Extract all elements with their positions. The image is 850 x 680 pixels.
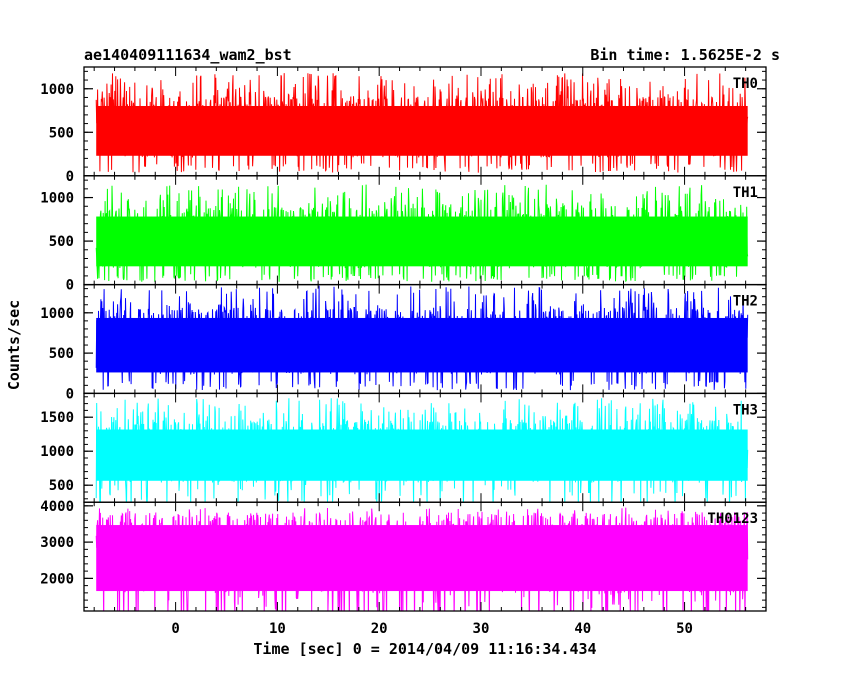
x-axis: 0 10 20 30 40 50 [171, 621, 693, 637]
series-core-th2 [96, 317, 748, 373]
x-tick-label: 30 [473, 621, 490, 637]
y-tick-label: 500 [49, 234, 74, 250]
x-tick-label: 40 [574, 621, 591, 637]
panel-label-th0123: TH0123 [707, 511, 758, 527]
panel-th0123: 2000 3000 4000 TH0123 [40, 499, 767, 612]
y-tick-label: 0 [66, 278, 74, 294]
series-core-th1 [96, 216, 748, 267]
y-tick-label: 500 [49, 346, 74, 362]
panel-th2: 0 500 1000 TH2 [40, 283, 767, 402]
y-tick-label: 3000 [40, 535, 74, 551]
y-tick-label: 0 [66, 386, 74, 402]
x-tick-label: 10 [269, 621, 286, 637]
panel-th3: 500 1000 1500 TH3 [40, 392, 767, 503]
y-tick-label: 1000 [40, 82, 74, 98]
y-tick-label: 4000 [40, 499, 74, 515]
y-tick-label: 2000 [40, 571, 74, 587]
panel-label-th2: TH2 [733, 294, 758, 310]
panel-label-th1: TH1 [733, 185, 758, 201]
panels-group: 0 500 1000 TH0 0 500 1000 TH1 0 500 1000 TH2 500 1000… [40, 66, 767, 612]
y-axis-label: Counts/sec [5, 300, 23, 390]
y-tick-label: 500 [49, 125, 74, 141]
x-axis-label: Time [sec] 0 = 2014/04/09 11:16:34.434 [253, 640, 596, 658]
y-tick-label: 0 [66, 169, 74, 185]
series-core-th0123 [96, 525, 748, 592]
panel-th1: 0 500 1000 TH1 [40, 175, 767, 294]
y-tick-label: 1000 [40, 444, 74, 460]
bin-time-label: Bin time: 1.5625E-2 s [590, 46, 780, 64]
x-tick-label: 0 [171, 621, 179, 637]
panel-th0: 0 500 1000 TH0 [40, 66, 767, 185]
x-tick-label: 50 [676, 621, 693, 637]
series-core-th0 [96, 105, 748, 156]
y-tick-label: 1000 [40, 191, 74, 207]
panel-label-th3: TH3 [733, 402, 758, 418]
y-tick-label: 1000 [40, 306, 74, 322]
panel-label-th0: TH0 [733, 76, 758, 92]
y-tick-label: 500 [49, 478, 74, 494]
series-core-th3 [96, 429, 748, 481]
x-tick-label: 20 [371, 621, 388, 637]
chart-title: ae140409111634_wam2_bst [84, 46, 292, 64]
y-tick-label: 1500 [40, 410, 74, 426]
